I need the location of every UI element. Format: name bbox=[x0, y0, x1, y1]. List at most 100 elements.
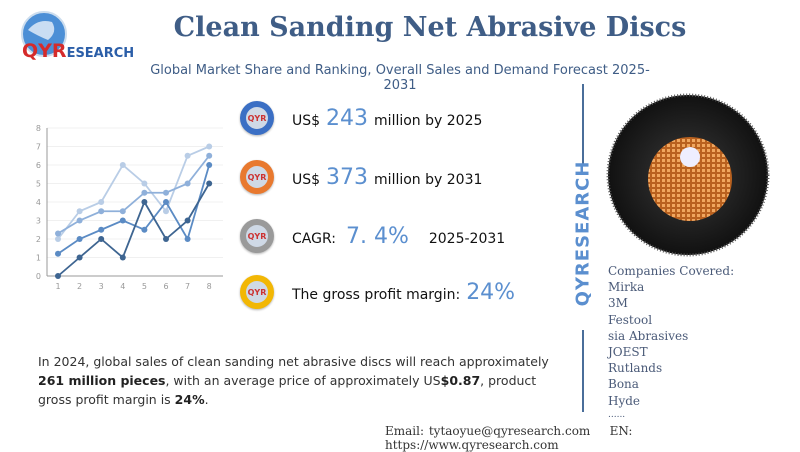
data-point bbox=[98, 226, 105, 233]
data-point bbox=[55, 236, 61, 242]
data-point bbox=[76, 217, 83, 224]
data-point bbox=[206, 162, 213, 168]
x-tick-label: 2 bbox=[77, 282, 82, 291]
data-point bbox=[55, 250, 61, 257]
y-tick-label: 0 bbox=[36, 272, 41, 281]
data-point bbox=[163, 236, 169, 242]
data-point bbox=[163, 189, 169, 196]
company-item-more: ...... bbox=[608, 409, 626, 420]
company-item: Hyde bbox=[608, 393, 641, 408]
company-item: Festool bbox=[608, 312, 653, 327]
y-tick-label: 7 bbox=[36, 143, 41, 152]
data-point bbox=[119, 217, 126, 224]
companies-title: Companies Covered: bbox=[608, 264, 735, 278]
series-line bbox=[57, 155, 210, 235]
line-chart: 0 1 2 3 4 5 6 7 8 1 2 3 4 5 6 7 8 bbox=[36, 124, 223, 291]
sanding-disc-image bbox=[606, 93, 770, 257]
data-point bbox=[184, 180, 191, 187]
page-subtitle: Global Market Share and Ranking, Overall… bbox=[150, 63, 650, 93]
data-point bbox=[163, 199, 169, 205]
data-point bbox=[141, 199, 148, 205]
series-line bbox=[57, 183, 210, 277]
x-tick-label: 7 bbox=[185, 282, 190, 291]
stat-suffix: 2025-2031 bbox=[428, 230, 506, 247]
company-item: 3M bbox=[608, 296, 628, 311]
y-tick-label: 6 bbox=[36, 161, 41, 170]
stat-suffix: million by 2031 bbox=[374, 171, 483, 188]
company-item: Bona bbox=[608, 377, 639, 392]
data-point bbox=[206, 143, 213, 150]
data-point bbox=[184, 152, 191, 159]
stat-value: 373 bbox=[326, 164, 369, 190]
email-label: Email: bbox=[385, 424, 425, 438]
qyr-badge-icon: QYR bbox=[240, 101, 274, 135]
data-point bbox=[76, 208, 83, 215]
page-title: Clean Sanding Net Abrasive Discs bbox=[173, 12, 687, 43]
vertical-brand: QYRESEARCH bbox=[572, 160, 594, 306]
x-tick-label: 1 bbox=[55, 282, 60, 291]
data-point bbox=[184, 217, 191, 224]
divider-line bbox=[582, 330, 584, 412]
data-point bbox=[163, 208, 169, 215]
qyr-badge-icon: QYR bbox=[240, 160, 274, 194]
data-point bbox=[184, 236, 191, 242]
y-tick-label: 5 bbox=[36, 180, 41, 189]
data-point bbox=[206, 180, 213, 187]
stat-prefix: US$ bbox=[292, 112, 321, 129]
logo-research: ESEARCH bbox=[66, 46, 135, 61]
stat-prefix: The gross profit margin: bbox=[292, 286, 461, 303]
divider-line bbox=[582, 84, 584, 166]
logo-qy: QY bbox=[22, 40, 52, 62]
data-point bbox=[55, 273, 61, 279]
companies-list: Companies Covered: Mirka 3M Festool sia … bbox=[608, 263, 734, 421]
company-item: Mirka bbox=[608, 280, 645, 295]
summary-paragraph: In 2024, global sales of clean sanding n… bbox=[38, 354, 549, 407]
y-tick-label: 4 bbox=[36, 198, 41, 207]
data-point bbox=[119, 254, 126, 261]
stat-value: 7. 4% bbox=[345, 223, 409, 249]
qyr-badge-icon: QYR bbox=[240, 275, 274, 309]
x-tick-label: 3 bbox=[99, 282, 104, 291]
stat-value: 24% bbox=[466, 279, 516, 305]
company-item: JOEST bbox=[608, 345, 648, 360]
stat-prefix: CAGR: bbox=[292, 230, 336, 247]
data-point bbox=[141, 180, 148, 187]
website-link[interactable]: https://www.qyresearch.com bbox=[385, 438, 559, 452]
y-tick-label: 8 bbox=[36, 124, 41, 133]
data-point bbox=[119, 208, 126, 215]
company-item: Rutlands bbox=[608, 361, 663, 376]
data-point bbox=[55, 230, 61, 237]
y-tick-label: 2 bbox=[36, 235, 41, 244]
x-tick-label: 4 bbox=[120, 282, 125, 291]
series-line bbox=[57, 145, 210, 240]
data-point bbox=[98, 236, 105, 242]
data-point bbox=[141, 189, 148, 196]
data-point bbox=[76, 236, 83, 242]
x-tick-label: 6 bbox=[163, 282, 168, 291]
stat-suffix: million by 2025 bbox=[374, 112, 483, 129]
data-point bbox=[98, 208, 105, 215]
footer-contact: Email: tytaoyue@qyresearch.com EN: https… bbox=[385, 424, 800, 452]
company-item: sia Abrasives bbox=[608, 328, 689, 343]
y-tick-label: 3 bbox=[36, 217, 41, 226]
qyresearch-logo: QYRESEARCH bbox=[18, 10, 148, 62]
y-tick-label: 1 bbox=[36, 254, 41, 263]
stat-market-2031: QYR US$ 373 million by 2031 bbox=[240, 157, 482, 197]
data-point bbox=[76, 254, 83, 261]
series-line bbox=[57, 164, 211, 255]
website-label: EN: bbox=[609, 424, 633, 438]
stat-prefix: US$ bbox=[292, 171, 321, 188]
data-point bbox=[98, 199, 105, 205]
x-tick-label: 8 bbox=[207, 282, 212, 291]
globe-icon bbox=[21, 11, 67, 57]
stat-market-2025: QYR US$ 243 million by 2025 bbox=[240, 98, 482, 138]
email-link[interactable]: tytaoyue@qyresearch.com bbox=[428, 424, 591, 438]
data-point bbox=[141, 226, 148, 233]
qyr-badge-icon: QYR bbox=[240, 219, 274, 253]
data-point bbox=[119, 162, 126, 168]
stat-gross-margin: QYR The gross profit margin: 24% bbox=[240, 272, 515, 312]
x-tick-label: 5 bbox=[142, 282, 147, 291]
stat-cagr: QYR CAGR: 7. 4% 2025-2031 bbox=[240, 216, 505, 256]
data-point bbox=[206, 152, 213, 159]
stat-value: 243 bbox=[326, 105, 369, 131]
